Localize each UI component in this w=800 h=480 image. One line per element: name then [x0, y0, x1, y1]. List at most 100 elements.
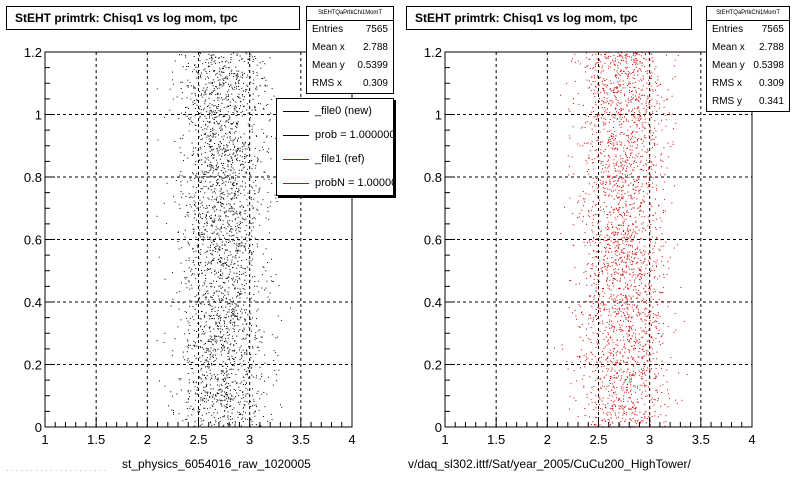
data-point [632, 109, 633, 111]
data-point [592, 218, 594, 220]
data-point [203, 419, 205, 421]
data-point [623, 236, 625, 238]
data-point [232, 210, 234, 212]
data-point [203, 176, 205, 178]
data-point [622, 252, 624, 253]
data-point [642, 367, 644, 369]
data-point [652, 132, 654, 134]
data-point [213, 222, 215, 223]
data-point [665, 415, 667, 417]
data-point [230, 400, 231, 402]
data-point [230, 188, 232, 190]
data-point [625, 233, 626, 235]
data-point [224, 148, 226, 150]
data-point [597, 116, 599, 118]
data-point [232, 267, 233, 269]
data-point [210, 147, 212, 149]
data-point [221, 197, 223, 199]
data-point [602, 83, 604, 85]
data-point [610, 214, 612, 216]
data-point [250, 174, 252, 176]
data-point [611, 383, 613, 385]
data-point [220, 372, 222, 374]
data-point [290, 307, 291, 309]
data-point [660, 414, 662, 416]
data-point [196, 77, 198, 79]
data-point [653, 260, 655, 262]
data-point [617, 239, 619, 241]
data-point [225, 241, 227, 243]
data-point [221, 85, 223, 87]
data-point [205, 99, 206, 101]
x-tick-label: 3 [246, 432, 253, 447]
data-point [219, 84, 221, 85]
data-point [638, 182, 639, 184]
data-point [637, 419, 639, 421]
data-point [655, 367, 657, 369]
plot-title: StEHT primtrk: Chisq1 vs log mom, tpc [6, 6, 300, 30]
data-point [189, 288, 191, 290]
data-point [164, 278, 166, 280]
data-point [190, 405, 192, 407]
data-point [210, 167, 212, 169]
data-point [600, 387, 602, 389]
data-point [176, 292, 178, 294]
data-point [648, 323, 650, 324]
data-point [648, 135, 650, 137]
data-point [204, 280, 206, 282]
data-point [229, 321, 231, 323]
data-point [595, 66, 596, 68]
data-point [602, 290, 604, 292]
data-point [232, 185, 234, 187]
data-point [271, 334, 273, 336]
data-point [209, 407, 211, 409]
data-point [244, 158, 246, 160]
data-point [586, 353, 588, 355]
data-point [654, 373, 656, 375]
data-point [219, 322, 221, 324]
data-point [619, 326, 621, 328]
data-point [172, 350, 174, 352]
data-point [639, 205, 641, 206]
data-point [253, 190, 255, 192]
data-point [231, 418, 233, 420]
data-point [179, 54, 180, 56]
data-point [640, 210, 642, 212]
data-point [275, 274, 277, 276]
data-point [227, 302, 229, 304]
data-point [640, 206, 641, 207]
data-point [189, 345, 191, 346]
data-point [229, 269, 231, 271]
data-point [242, 206, 244, 208]
data-point [203, 134, 205, 135]
data-point [238, 243, 240, 245]
data-point [607, 167, 609, 169]
data-point [569, 395, 571, 397]
data-point [227, 424, 229, 426]
data-point [605, 404, 606, 406]
data-point [578, 216, 580, 218]
data-point [633, 179, 635, 181]
data-point [203, 343, 205, 345]
data-point [583, 142, 585, 144]
data-point [612, 127, 614, 128]
data-point [228, 95, 229, 97]
data-point [645, 344, 646, 346]
data-point [596, 333, 598, 335]
data-point [207, 340, 209, 342]
data-point [626, 389, 627, 391]
data-point [196, 389, 198, 391]
data-point [236, 352, 238, 354]
data-point [631, 374, 632, 376]
data-point [211, 377, 213, 379]
data-point [213, 61, 215, 63]
data-point [250, 356, 252, 358]
data-point [640, 160, 642, 162]
data-point [631, 152, 633, 154]
data-point [249, 250, 251, 252]
data-point [223, 194, 225, 196]
data-point [201, 378, 202, 380]
data-point [206, 392, 208, 394]
data-point [185, 56, 187, 58]
data-point [627, 368, 629, 370]
